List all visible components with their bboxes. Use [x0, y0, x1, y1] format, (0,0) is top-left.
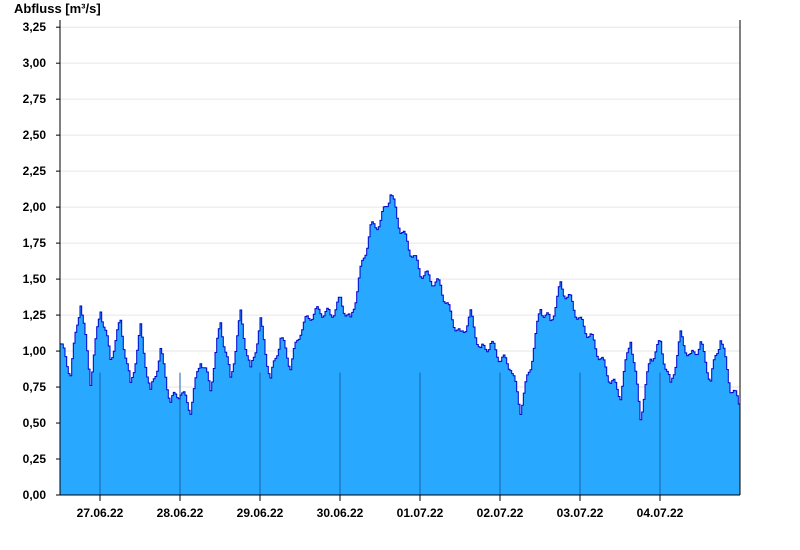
x-tick-label: 03.07.22	[557, 506, 604, 520]
y-tick-label: 2,75	[23, 92, 47, 106]
y-tick-label: 3,00	[23, 56, 47, 70]
y-tick-label: 1,75	[23, 236, 47, 250]
x-axis-ticks: 27.06.22 28.06.22 29.06.22 30.06.22 01.07.22…	[77, 495, 684, 520]
y-tick-label: 2,25	[23, 164, 47, 178]
x-tick-label: 30.06.22	[317, 506, 364, 520]
x-tick-label: 02.07.22	[477, 506, 524, 520]
x-tick-label: 28.06.22	[157, 506, 204, 520]
day-separator-lines	[99, 372, 661, 495]
y-tick-label: 1,00	[23, 344, 47, 358]
y-tick-label: 2,50	[23, 128, 47, 142]
y-tick-label: 1,25	[23, 308, 47, 322]
y-tick-label: 1,50	[23, 272, 47, 286]
x-tick-label: 29.06.22	[237, 506, 284, 520]
x-tick-label: 27.06.22	[77, 506, 124, 520]
x-tick-label: 04.07.22	[637, 506, 684, 520]
x-tick-label: 01.07.22	[397, 506, 444, 520]
y-tick-label: 0,75	[23, 380, 47, 394]
y-tick-label: 3,25	[23, 20, 47, 34]
y-tick-label: 0,50	[23, 416, 47, 430]
y-axis-ticks: 0,00 0,25 0,50 0,75 1,00 1,25 1,50 1,75 2,00 2,25…	[23, 20, 60, 502]
y-tick-label: 0,00	[23, 488, 47, 502]
y-axis-label: Abfluss [m³/s]	[14, 1, 101, 16]
discharge-area	[60, 194, 740, 495]
y-tick-label: 2,00	[23, 200, 47, 214]
y-tick-label: 0,25	[23, 452, 47, 466]
discharge-line	[60, 194, 741, 421]
